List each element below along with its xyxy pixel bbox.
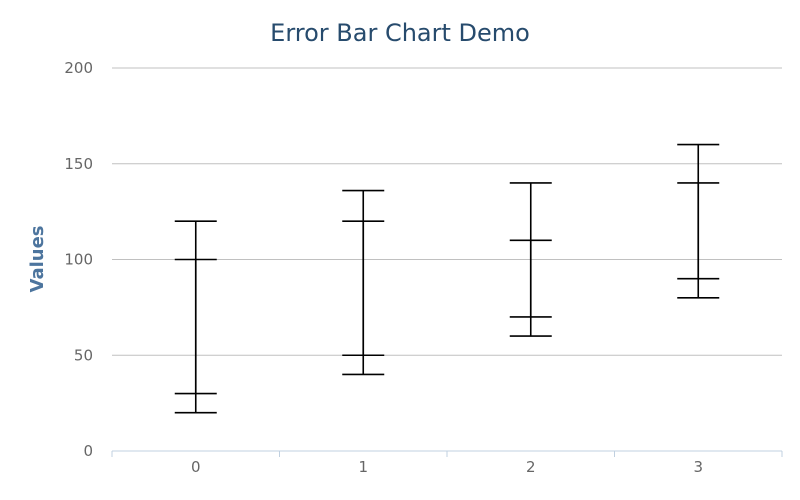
y-axis-title: Values [27, 226, 48, 293]
x-tick-label: 1 [358, 458, 368, 476]
y-tick-label: 100 [64, 251, 93, 269]
error-bar [174, 258, 217, 395]
y-tick-label: 50 [74, 346, 93, 364]
x-axis-ticks: 0 1 2 3 [191, 458, 703, 476]
x-axis [111, 450, 783, 457]
error-bar [342, 220, 385, 357]
error-bar [677, 182, 720, 280]
error-bar-series-0 [174, 143, 720, 414]
x-tick-label: 3 [693, 458, 703, 476]
error-bar-series-1 [174, 182, 720, 395]
x-tick-label: 2 [526, 458, 536, 476]
chart-title: Error Bar Chart Demo [270, 19, 530, 47]
gridlines [112, 67, 782, 356]
error-bar [509, 239, 552, 318]
y-tick-label: 150 [64, 155, 93, 173]
y-tick-label: 0 [83, 442, 93, 460]
x-tick-label: 0 [191, 458, 201, 476]
error-bar-series [174, 143, 720, 414]
y-axis-ticks: 0 50 100 150 200 [64, 59, 93, 460]
y-tick-label: 200 [64, 59, 93, 77]
